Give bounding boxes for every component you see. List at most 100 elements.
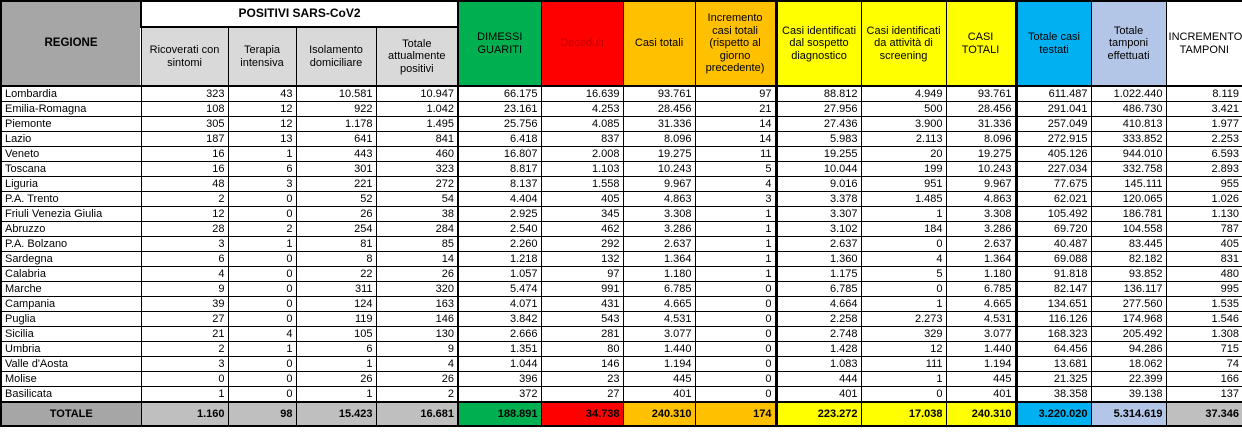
value-cell: 311: [295, 281, 377, 297]
value-cell: 26: [295, 371, 377, 387]
value-cell: 22.399: [1090, 371, 1167, 387]
region-name: Friuli Venezia Giulia: [0, 206, 142, 222]
value-cell: 6: [295, 341, 377, 357]
value-cell: 28.456: [945, 101, 1017, 117]
value-cell: 1: [227, 341, 297, 357]
value-cell: 1.535: [1165, 296, 1242, 312]
value-cell: 0: [694, 296, 777, 312]
value-cell: 4.664: [774, 296, 862, 312]
value-cell: 93.761: [622, 85, 696, 102]
value-cell: 14: [375, 251, 459, 267]
value-cell: 77.675: [1014, 176, 1092, 192]
value-cell: 13: [227, 131, 297, 147]
value-cell: 10.947: [375, 85, 459, 102]
value-cell: 323: [140, 85, 229, 102]
value-cell: 1: [694, 236, 777, 252]
value-cell: 18.062: [1090, 356, 1167, 372]
table-row: Marche 9 0 311 320 5.474 991 6.785 0 6.785 0 6.785 8…: [0, 281, 1242, 297]
value-cell: 444: [774, 371, 862, 387]
value-cell: 9.016: [774, 176, 862, 192]
value-cell: 1: [694, 221, 777, 237]
value-cell: 4: [227, 326, 297, 342]
totale-cell: 1.160: [140, 401, 229, 427]
table-body: Lombardia 323 43 10.581 10.947 66.175 16.639 93…: [0, 85, 1242, 403]
value-cell: 0: [227, 191, 297, 207]
value-cell: 2.925: [457, 206, 542, 222]
value-cell: 8.119: [1165, 85, 1242, 102]
value-cell: 27: [140, 311, 229, 327]
value-cell: 1: [227, 236, 297, 252]
value-cell: 82.182: [1090, 251, 1167, 267]
value-cell: 1.351: [457, 341, 542, 357]
value-cell: 0: [694, 326, 777, 342]
value-cell: 12: [227, 116, 297, 132]
value-cell: 1.485: [860, 191, 947, 207]
value-cell: 21: [694, 101, 777, 117]
totale-cell: 188.891: [457, 401, 542, 427]
value-cell: 132: [540, 251, 624, 267]
value-cell: 0: [227, 371, 297, 387]
value-cell: 0: [860, 236, 947, 252]
value-cell: 2.540: [457, 221, 542, 237]
value-cell: 9.967: [945, 176, 1017, 192]
value-cell: 1.130: [1165, 206, 1242, 222]
value-cell: 486.730: [1090, 101, 1167, 117]
value-cell: 3.307: [774, 206, 862, 222]
value-cell: 64.456: [1014, 341, 1092, 357]
value-cell: 301: [295, 161, 377, 177]
value-cell: 88.812: [774, 85, 862, 102]
value-cell: 25.756: [457, 116, 542, 132]
value-cell: 272.915: [1014, 131, 1092, 147]
table-row: Lazio 187 13 641 841 6.418 837 8.096 14 5.983 2.11…: [0, 131, 1242, 147]
value-cell: 187: [140, 131, 229, 147]
value-cell: 281: [540, 326, 624, 342]
value-cell: 8.096: [622, 131, 696, 147]
value-cell: 85: [375, 236, 459, 252]
value-cell: 1: [860, 206, 947, 222]
column-header-ricoverati: Ricoverati con sintomi: [140, 26, 229, 87]
value-cell: 1.364: [622, 251, 696, 267]
value-cell: 0: [227, 206, 297, 222]
value-cell: 14: [694, 131, 777, 147]
value-cell: 1.308: [1165, 326, 1242, 342]
totale-cell: 223.272: [774, 401, 862, 427]
value-cell: 5.983: [774, 131, 862, 147]
value-cell: 0: [227, 251, 297, 267]
column-header-regione: REGIONE: [0, 0, 142, 87]
value-cell: 345: [540, 206, 624, 222]
value-cell: 3.286: [945, 221, 1017, 237]
value-cell: 0: [694, 356, 777, 372]
value-cell: 2.008: [540, 146, 624, 162]
column-header-sospetto-diagnostico: Casi identificati dal sospetto diagnosti…: [774, 0, 862, 87]
value-cell: 4.253: [540, 101, 624, 117]
value-cell: 410.813: [1090, 116, 1167, 132]
value-cell: 8.137: [457, 176, 542, 192]
value-cell: 4.863: [622, 191, 696, 207]
totale-cell: 3.220.020: [1014, 401, 1092, 427]
value-cell: 16: [140, 161, 229, 177]
value-cell: 2: [140, 341, 229, 357]
region-name: Calabria: [0, 266, 142, 282]
value-cell: 405: [540, 191, 624, 207]
value-cell: 19.255: [774, 146, 862, 162]
value-cell: 221: [295, 176, 377, 192]
value-cell: 10.243: [622, 161, 696, 177]
totale-cell: 17.038: [860, 401, 947, 427]
value-cell: 5: [860, 266, 947, 282]
value-cell: 284: [375, 221, 459, 237]
value-cell: 323: [375, 161, 459, 177]
value-cell: 6.785: [622, 281, 696, 297]
column-header-isolamento: Isolamento domiciliare: [295, 26, 377, 87]
value-cell: 500: [860, 101, 947, 117]
value-cell: 396: [457, 371, 542, 387]
region-name: Umbria: [0, 341, 142, 357]
value-cell: 3.421: [1165, 101, 1242, 117]
value-cell: 43: [227, 85, 297, 102]
value-cell: 124: [295, 296, 377, 312]
value-cell: 1: [140, 386, 229, 403]
region-name: Marche: [0, 281, 142, 297]
value-cell: 2.748: [774, 326, 862, 342]
value-cell: 81: [295, 236, 377, 252]
region-name: Emilia-Romagna: [0, 101, 142, 117]
table-row: Sicilia 21 4 105 130 2.666 281 3.077 0 2.748 329 3.…: [0, 326, 1242, 342]
